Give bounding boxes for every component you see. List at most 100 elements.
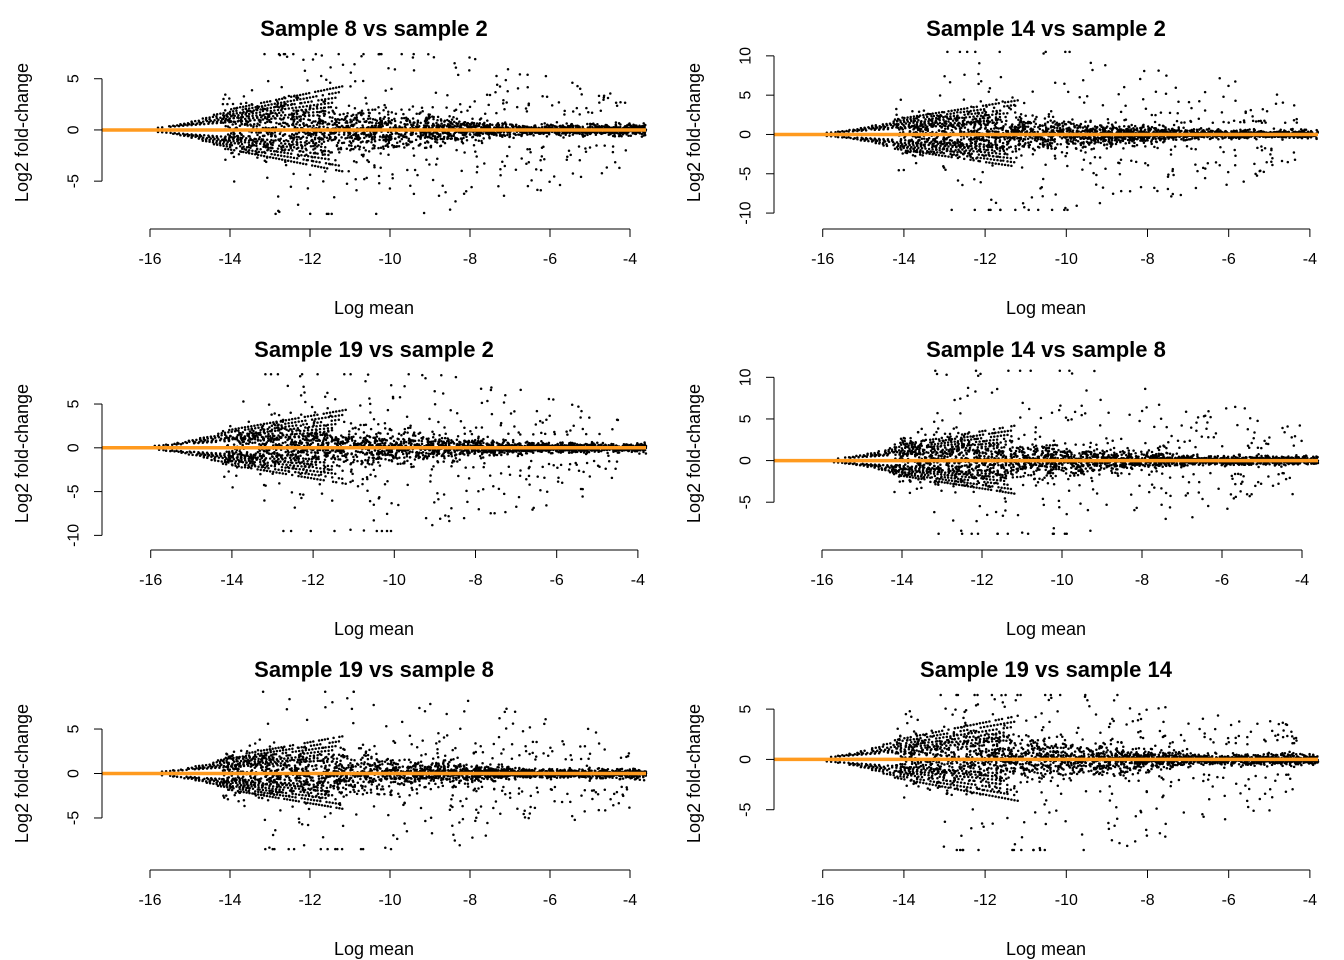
data-point — [506, 90, 509, 93]
data-point — [236, 115, 240, 119]
data-point — [325, 136, 329, 139]
data-point — [353, 133, 356, 136]
data-point — [462, 123, 466, 126]
data-point — [578, 113, 581, 116]
data-point — [279, 114, 283, 117]
data-point — [935, 151, 939, 154]
data-point — [218, 141, 222, 145]
data-point — [284, 163, 288, 167]
data-point — [251, 110, 254, 114]
data-point — [219, 112, 222, 115]
data-point — [1174, 138, 1178, 142]
data-point — [259, 147, 262, 151]
data-point — [412, 147, 415, 150]
data-point — [992, 154, 995, 158]
data-point — [323, 131, 326, 135]
data-point — [416, 173, 419, 177]
data-point — [299, 117, 303, 121]
data-point — [958, 150, 962, 153]
data-point — [265, 117, 269, 121]
data-point — [541, 95, 544, 98]
data-point — [970, 112, 973, 116]
data-point — [972, 109, 976, 112]
data-point — [273, 102, 277, 106]
data-point — [962, 107, 966, 110]
data-point — [586, 122, 589, 126]
data-point — [350, 114, 353, 118]
data-point — [292, 160, 296, 164]
data-point — [284, 121, 287, 125]
data-point — [908, 143, 911, 147]
data-point — [885, 144, 889, 148]
data-point — [232, 136, 236, 140]
data-point — [409, 133, 413, 137]
data-point — [852, 128, 855, 131]
data-point — [1217, 137, 1220, 141]
data-point — [966, 106, 969, 110]
data-point — [486, 119, 489, 122]
data-point — [333, 122, 337, 126]
data-point — [579, 175, 583, 179]
data-point — [442, 137, 446, 141]
data-point — [963, 146, 966, 149]
data-point — [430, 137, 433, 140]
data-point — [991, 151, 994, 155]
data-point — [411, 56, 415, 59]
data-point — [977, 153, 981, 156]
data-point — [1003, 163, 1007, 167]
data-point — [386, 113, 390, 116]
data-point — [269, 106, 273, 110]
data-point — [987, 143, 991, 147]
data-point — [327, 101, 330, 105]
data-point — [211, 120, 215, 124]
data-point — [476, 132, 479, 136]
data-point — [471, 117, 474, 121]
data-point — [268, 156, 272, 159]
data-point — [1006, 100, 1010, 104]
data-point — [243, 140, 247, 144]
data-point — [436, 119, 439, 122]
data-point — [377, 146, 380, 150]
data-point — [345, 182, 349, 186]
data-point — [289, 156, 293, 159]
data-point — [323, 102, 327, 105]
data-point — [408, 121, 412, 124]
data-point — [1065, 145, 1069, 149]
data-point — [316, 113, 319, 117]
data-point — [301, 150, 305, 154]
data-point — [242, 135, 245, 138]
data-point — [349, 118, 352, 121]
data-point — [286, 140, 290, 143]
data-point — [235, 146, 238, 150]
data-point — [285, 55, 289, 59]
data-point — [849, 136, 852, 140]
data-point — [263, 141, 266, 144]
data-point — [316, 103, 319, 106]
data-point — [390, 137, 393, 140]
data-point — [1177, 128, 1180, 132]
data-points — [825, 50, 1319, 212]
data-point — [324, 121, 327, 124]
data-point — [925, 115, 929, 119]
data-point — [953, 108, 957, 112]
data-point — [289, 147, 293, 150]
data-point — [382, 108, 385, 112]
data-point — [527, 102, 531, 105]
data-point — [412, 121, 416, 124]
data-point — [312, 124, 315, 128]
data-point — [340, 136, 343, 139]
data-point — [1002, 112, 1005, 115]
data-point — [950, 153, 954, 157]
data-point — [231, 114, 234, 117]
data-point — [287, 94, 291, 98]
data-point — [315, 160, 318, 163]
data-point — [381, 124, 384, 128]
data-point — [412, 52, 415, 56]
data-point — [255, 108, 258, 111]
data-point — [233, 114, 237, 118]
data-point — [390, 132, 394, 136]
data-point — [972, 106, 975, 109]
data-point — [623, 101, 627, 105]
data-point — [922, 116, 926, 119]
data-point — [934, 111, 938, 115]
